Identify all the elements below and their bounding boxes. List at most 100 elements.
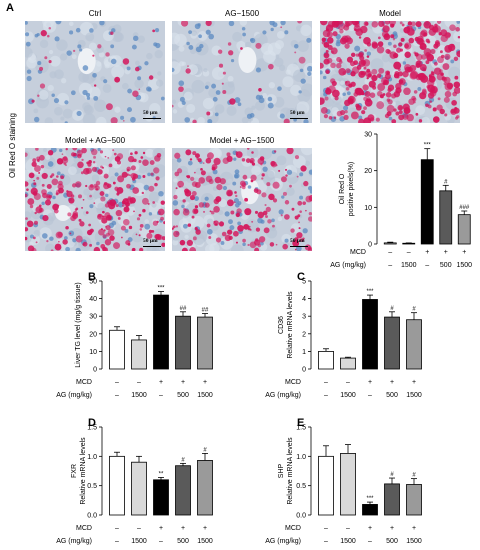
ag-row-label: AG (mg/kg) [56, 538, 92, 545]
ag-condition: – [368, 538, 372, 545]
y-axis-label: CD36 [278, 316, 285, 334]
y-tick-label: 0.0 [87, 513, 97, 520]
significance-label: *** [424, 143, 432, 149]
mcd-condition: + [159, 379, 163, 386]
y-tick-label: 0.0 [296, 513, 306, 520]
ag-condition: – [425, 262, 429, 269]
mcd-condition: – [137, 525, 141, 532]
mcd-row-label: MCD [350, 249, 366, 256]
bar [197, 460, 213, 516]
ag-condition: 500 [440, 262, 452, 269]
mcd-condition: + [444, 249, 448, 256]
panel-letter: B [88, 271, 96, 283]
mcd-condition: + [181, 525, 185, 532]
mcd-condition: – [388, 249, 392, 256]
image-title-model: Model [379, 9, 401, 18]
y-tick-label: 30 [364, 132, 372, 139]
significance-label: ** [159, 471, 164, 477]
ag-condition: – [115, 538, 119, 545]
panel-letter: C [297, 271, 305, 283]
y-axis-label: Relative mRNA levels [287, 291, 294, 359]
y-tick-label: 0 [302, 367, 306, 374]
chart-liver-tg: B 0 10 20 30 40 50 Liver TG level (mg/g tissue)… [56, 271, 213, 399]
ag-condition: – [115, 392, 119, 399]
bar [420, 159, 434, 245]
bar [175, 465, 191, 516]
image-title-ctrl: Ctrl [88, 9, 102, 18]
y-tick-label: 1.0 [296, 454, 306, 461]
bar [439, 190, 453, 245]
y-tick-label: 20 [89, 331, 97, 338]
panel-letter: E [297, 417, 304, 429]
bar [362, 299, 378, 370]
significance-label: # [412, 307, 416, 313]
ag-condition: 1500 [406, 538, 422, 545]
significance-label: *** [366, 496, 374, 502]
y-tick-label: 30 [89, 314, 97, 321]
y-tick-label: 1 [302, 349, 306, 356]
bar [457, 214, 471, 245]
bar [402, 242, 416, 245]
y-tick-label: 5 [302, 279, 306, 286]
mcd-condition: + [203, 525, 207, 532]
chart-cd36: C 0 1 2 3 4 5 CD36 Relative mRNA levels – – – 1500 **… [265, 271, 422, 399]
bar [384, 483, 400, 516]
y-tick-label: 40 [89, 296, 97, 303]
ag-condition: 1500 [197, 392, 213, 399]
y-axis-label: Relative mRNA levels [80, 437, 87, 505]
mcd-row-label: MCD [76, 379, 92, 386]
significance-label: # [444, 179, 448, 185]
mcd-condition: + [390, 379, 394, 386]
oil-red-o-side-label: Oil Red O staining [8, 113, 17, 178]
significance-label: ## [202, 308, 209, 314]
ag-condition: – [368, 392, 372, 399]
mcd-condition: + [368, 379, 372, 386]
mcd-condition: + [412, 525, 416, 532]
y-tick-label: 10 [89, 349, 97, 356]
ag-condition: 1500 [197, 538, 213, 545]
ag-condition: – [159, 538, 163, 545]
micrograph-model-ag1500: 50 μm [172, 148, 312, 251]
mcd-condition: + [181, 379, 185, 386]
ag-condition: 500 [177, 392, 189, 399]
micrograph-model [320, 21, 460, 123]
significance-label: # [412, 473, 416, 479]
ag-condition: 1500 [456, 262, 472, 269]
image-title-ag1500: AG−1500 [224, 9, 260, 18]
scale-label: 50 μm [143, 110, 158, 116]
y-tick-label: 0 [368, 242, 372, 249]
y-tick-label: 4 [302, 296, 306, 303]
bar [362, 504, 378, 516]
image-title-model-ag500: Model + AG−500 [64, 136, 126, 145]
bar [384, 316, 400, 370]
chart-fxr: D 0.0 0.5 1.0 1.5 FXR Relative mRNA levels – – – 1… [56, 417, 213, 545]
y-axis-label: FXR [71, 464, 78, 478]
bar [131, 461, 147, 516]
mcd-condition: – [346, 379, 350, 386]
ag-condition: 500 [386, 392, 398, 399]
y-tick-label: 3 [302, 314, 306, 321]
ag-condition: 1500 [340, 538, 356, 545]
y-tick-label: 0.5 [296, 483, 306, 490]
ag-row-label: AG (mg/kg) [56, 392, 92, 399]
significance-label: ## [180, 306, 187, 312]
ag-condition: 500 [386, 538, 398, 545]
bar [340, 453, 356, 516]
ag-condition: 1500 [406, 392, 422, 399]
ag-condition: 1500 [401, 262, 417, 269]
mcd-condition: + [425, 249, 429, 256]
mcd-condition: – [324, 525, 328, 532]
y-tick-label: 2 [302, 331, 306, 338]
mcd-condition: – [324, 379, 328, 386]
mcd-condition: – [137, 379, 141, 386]
y-axis-label: positive pixels(%) [348, 162, 355, 216]
ag-condition: 500 [177, 538, 189, 545]
significance-label: *** [366, 289, 374, 295]
bar [153, 479, 169, 516]
ag-condition: 1500 [131, 392, 147, 399]
ag-condition: – [159, 392, 163, 399]
mcd-condition: + [159, 525, 163, 532]
y-tick-label: 1.0 [87, 454, 97, 461]
chart-shp: E 0.0 0.5 1.0 1.5 SHP Relative mRNA levels – – – 1… [265, 417, 422, 545]
